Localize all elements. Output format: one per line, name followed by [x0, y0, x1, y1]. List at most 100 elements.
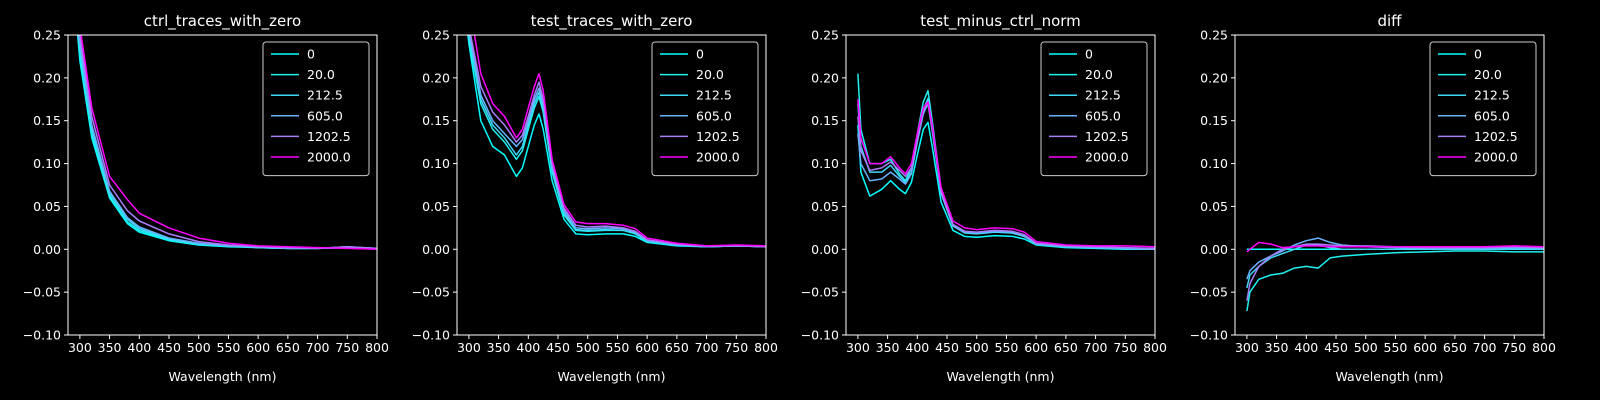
y-tick-label: 0.25 [33, 28, 61, 43]
chart-panel-2: 300 350 400 450 500 550 600 650 700 750 800 −0.10 −0… [412, 12, 778, 384]
series-line-5 [469, 35, 766, 248]
legend-label: 20.0 [1474, 67, 1502, 82]
x-tick-label: 800 [365, 340, 389, 355]
x-tick-label: 300 [846, 340, 870, 355]
axes-frame [67, 34, 378, 336]
x-tick-label: 400 [905, 340, 929, 355]
y-tick-label: 0.20 [1200, 70, 1228, 85]
legend-label: 0 [1085, 47, 1093, 62]
series-line-1 [467, 35, 766, 248]
x-tick-label: 350 [98, 340, 122, 355]
y-tick-label: 0.10 [33, 156, 61, 171]
y-tick-label: −0.10 [801, 328, 839, 343]
x-tick-label: 600 [246, 340, 270, 355]
y-tick-label: −0.10 [1190, 328, 1228, 343]
x-tick-label: 750 [1113, 340, 1137, 355]
x-tick-label: 700 [695, 340, 719, 355]
x-tick-label: 650 [276, 340, 300, 355]
series-line-4 [1246, 237, 1544, 280]
y-tick-label: 0.00 [811, 242, 839, 257]
series-line-1 [857, 121, 1155, 251]
x-axis-label: Wavelength (nm) [947, 369, 1055, 384]
y-tick-label: 0.05 [422, 199, 450, 214]
y-tick-label: 0.10 [811, 156, 839, 171]
chart-panel-1: 300 350 400 450 500 550 600 650 700 750 800 −0.10 −0… [23, 12, 389, 384]
series-group [467, 35, 766, 248]
chart-panel-4: 300 350 400 450 500 550 600 650 700 750 800 −0.10 −0… [1190, 12, 1556, 384]
y-tick-label: 0.05 [811, 199, 839, 214]
y-tick-label: −0.05 [801, 285, 839, 300]
y-tick-label: 0.10 [422, 156, 450, 171]
axes-frame [456, 34, 767, 336]
y-tick-label: 0.00 [33, 242, 61, 257]
x-tick-label: 600 [1024, 340, 1048, 355]
y-tick-label: −0.05 [1190, 285, 1228, 300]
legend-label: 1202.5 [1085, 129, 1129, 144]
x-tick-label: 750 [1502, 340, 1526, 355]
x-tick-label: 700 [306, 340, 330, 355]
series-line-6 [80, 35, 377, 251]
x-tick-label: 550 [217, 340, 241, 355]
series-line-6 [473, 35, 766, 247]
x-tick-label: 600 [1413, 340, 1437, 355]
x-tick-label: 400 [516, 340, 540, 355]
y-tick-label: 0.15 [811, 113, 839, 128]
y-tick-label: 0.00 [1200, 242, 1228, 257]
chart-title: ctrl_traces_with_zero [144, 12, 301, 31]
legend-label: 20.0 [1085, 67, 1113, 82]
legend-label: 212.5 [696, 88, 732, 103]
legend: 0 20.0 212.5 605.0 1202.5 2000.0 [1040, 41, 1148, 177]
axes-frame [1234, 34, 1545, 336]
x-tick-label: 600 [635, 340, 659, 355]
x-tick-label: 450 [1324, 340, 1348, 355]
legend-label: 212.5 [1474, 88, 1510, 103]
x-tick-label: 400 [127, 340, 151, 355]
legend-box [651, 41, 759, 177]
legend-label: 605.0 [1085, 108, 1121, 123]
x-tick-label: 800 [754, 340, 778, 355]
y-tick-label: 0.15 [1200, 113, 1228, 128]
y-tick-label: 0.05 [1200, 199, 1228, 214]
x-tick-label: 350 [487, 340, 511, 355]
chart-title: diff [1377, 12, 1402, 30]
x-tick-label: 500 [965, 340, 989, 355]
y-tick-label: 0.20 [811, 70, 839, 85]
x-tick-label: 300 [457, 340, 481, 355]
y-tick-label: 0.05 [33, 199, 61, 214]
y-tick-label: 0.00 [422, 242, 450, 257]
x-tick-label: 500 [187, 340, 211, 355]
series-group [76, 35, 377, 251]
legend-label: 2000.0 [1085, 150, 1129, 165]
legend-label: 1202.5 [696, 129, 740, 144]
legend-box [262, 41, 370, 177]
x-tick-label: 750 [724, 340, 748, 355]
x-tick-label: 350 [876, 340, 900, 355]
legend-label: 0 [307, 47, 315, 62]
legend-box [1040, 41, 1148, 177]
legend-label: 1202.5 [1474, 129, 1518, 144]
x-tick-label: 300 [1235, 340, 1259, 355]
x-tick-label: 650 [665, 340, 689, 355]
x-tick-label: 550 [1384, 340, 1408, 355]
y-tick-label: 0.15 [422, 113, 450, 128]
y-tick-label: −0.10 [23, 328, 61, 343]
y-tick-label: −0.10 [412, 328, 450, 343]
x-tick-label: 550 [606, 340, 630, 355]
series-line-3 [1246, 244, 1544, 289]
legend-label: 2000.0 [1474, 150, 1518, 165]
y-tick-label: 0.10 [1200, 156, 1228, 171]
legend-label: 212.5 [307, 88, 343, 103]
y-tick-label: −0.05 [23, 285, 61, 300]
chart-panel-3: 300 350 400 450 500 550 600 650 700 750 800 −0.10 −0… [801, 12, 1167, 384]
legend: 0 20.0 212.5 605.0 1202.5 2000.0 [651, 41, 759, 177]
series-line-6 [857, 99, 1155, 248]
series-line-5 [1246, 243, 1544, 301]
x-tick-label: 450 [546, 340, 570, 355]
x-tick-label: 500 [1354, 340, 1378, 355]
x-tick-label: 550 [995, 340, 1019, 355]
x-tick-label: 700 [1084, 340, 1108, 355]
y-tick-label: 0.25 [1200, 28, 1228, 43]
legend-label: 1202.5 [307, 129, 351, 144]
axes-frame [845, 34, 1156, 336]
series-line-5 [79, 35, 377, 250]
